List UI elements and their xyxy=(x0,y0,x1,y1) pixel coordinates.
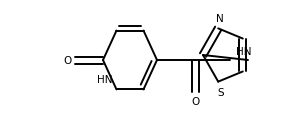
Text: O: O xyxy=(191,97,199,107)
Text: HN: HN xyxy=(97,75,113,85)
Text: O: O xyxy=(63,56,71,66)
Text: S: S xyxy=(217,88,224,98)
Text: HN: HN xyxy=(236,47,251,57)
Text: N: N xyxy=(216,14,224,24)
